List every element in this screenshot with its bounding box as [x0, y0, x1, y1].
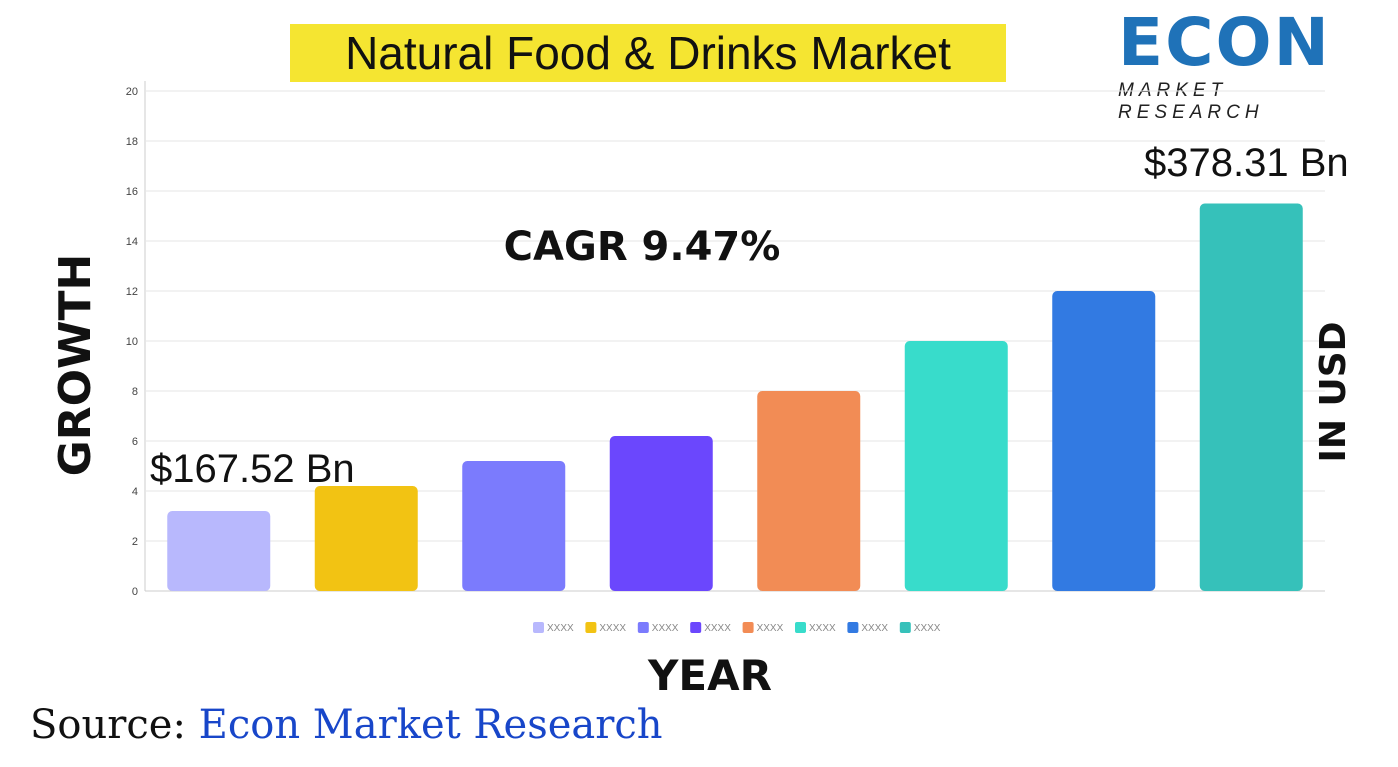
legend-label: XXXX [861, 623, 888, 634]
bar [462, 461, 566, 591]
source-label: Source: [30, 702, 186, 748]
cagr-annotation: CAGR 9.47% [504, 224, 781, 270]
legend-swatch [899, 622, 911, 633]
chart-title: Natural Food & Drinks Market [290, 24, 1006, 82]
bar [609, 436, 713, 591]
legend-label: XXXX [757, 623, 784, 634]
y-tick-label: 14 [126, 236, 138, 248]
y-tick-label: 12 [126, 286, 138, 298]
bar [1199, 203, 1303, 591]
legend-swatch [533, 622, 544, 633]
y-tick-label: 6 [132, 436, 138, 448]
y-axis-title: GROWTH [50, 254, 101, 477]
y-tick-label: 10 [126, 336, 138, 348]
legend-swatch [795, 622, 806, 633]
y-axis-right-title: IN USD [1313, 321, 1354, 462]
bar [167, 511, 271, 591]
y-tick-label: 18 [126, 136, 138, 148]
legend-swatch [637, 622, 649, 633]
bar [904, 341, 1008, 591]
y-tick-label: 8 [132, 386, 138, 398]
y-tick-label: 4 [132, 486, 138, 498]
econ-logo: ECON MARKET RESEARCH [1118, 4, 1378, 124]
start-value-label: $167.52 Bn [150, 447, 355, 491]
y-tick-label: 16 [126, 186, 138, 198]
legend-label: XXXX [599, 623, 626, 634]
end-value-label: $378.31 Bn [1144, 141, 1349, 185]
legend-label: XXXX [914, 623, 941, 634]
legend-swatch [585, 622, 597, 633]
legend-swatch [847, 622, 859, 633]
legend-label: XXXX [704, 623, 731, 634]
legend-label: XXXX [547, 623, 574, 634]
legend-swatch [742, 622, 754, 633]
legend-label: XXXX [652, 623, 679, 634]
source-value: Econ Market Research [198, 702, 663, 748]
y-tick-label: 0 [132, 586, 138, 598]
source-line: Source: Econ Market Research [30, 702, 663, 748]
legend-swatch [690, 622, 702, 633]
bar [757, 391, 861, 591]
legend-label: XXXX [809, 623, 836, 634]
y-tick-label: 20 [126, 86, 138, 98]
logo-main: ECON [1118, 4, 1331, 81]
bar [314, 486, 418, 591]
y-tick-label: 2 [132, 536, 138, 548]
x-axis-title: YEAR [647, 651, 772, 700]
bar [1052, 291, 1156, 591]
